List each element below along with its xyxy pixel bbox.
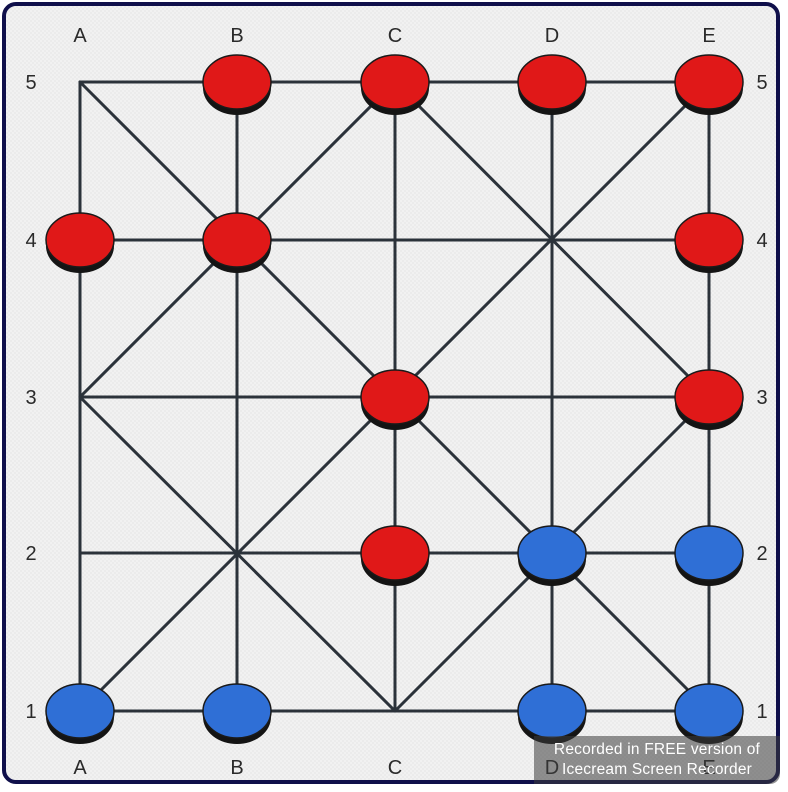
row-label-right-4: 4 [756,230,767,252]
blue-piece-d2[interactable] [517,525,587,586]
watermark-line-2: Icecream Screen Recorder [561,761,752,778]
column-label-top-e: E [702,25,715,47]
row-label-left-3: 3 [25,387,36,409]
blue-piece-b1[interactable] [202,683,272,744]
red-piece-e3[interactable] [674,369,744,430]
red-piece-d5[interactable] [517,54,587,115]
row-label-left-4: 4 [25,230,36,252]
row-label-left-5: 5 [25,72,36,94]
red-piece-e5[interactable] [674,54,744,115]
red-piece-a4[interactable] [45,212,115,273]
column-label-top-a: A [73,25,87,47]
red-piece-e4[interactable] [674,212,744,273]
watermark-line-1: Recorded in FREE version of [553,741,761,758]
red-piece-c5[interactable] [360,54,430,115]
column-label-bottom-c: C [388,757,402,779]
pieces[interactable] [45,54,744,744]
red-piece-b5[interactable] [202,54,272,115]
blue-piece-d1[interactable] [517,683,587,744]
game-board[interactable]: AABBCCDDEE1122334455 [6,6,780,784]
blue-piece-e2[interactable] [674,525,744,586]
row-label-right-3: 3 [756,387,767,409]
column-label-top-c: C [388,25,402,47]
row-label-right-5: 5 [756,72,767,94]
red-piece-b4[interactable] [202,212,272,273]
column-label-bottom-b: B [230,757,243,779]
column-label-bottom-a: A [73,757,87,779]
column-label-top-d: D [545,25,559,47]
recorder-watermark: Recorded in FREE version of Icecream Scr… [534,736,780,784]
board-line-a3-c1 [78,395,397,713]
row-label-left-2: 2 [25,543,36,565]
column-label-top-b: B [230,25,243,47]
row-label-right-2: 2 [756,543,767,565]
game-board-frame: AABBCCDDEE1122334455 [2,2,780,784]
board-line-c5-e3 [393,80,711,399]
row-label-left-1: 1 [25,701,36,723]
blue-piece-e1[interactable] [674,683,744,744]
blue-piece-a1[interactable] [45,683,115,744]
red-piece-c2[interactable] [360,525,430,586]
red-piece-c3[interactable] [360,369,430,430]
row-label-right-1: 1 [756,701,767,723]
